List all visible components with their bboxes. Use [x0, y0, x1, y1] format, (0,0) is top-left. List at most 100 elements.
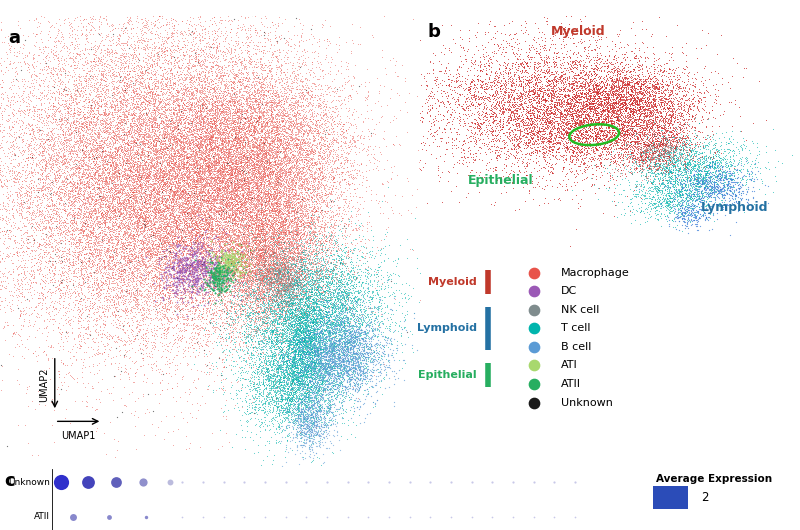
Point	[285, 283, 298, 292]
Point	[534, 73, 547, 81]
Point	[126, 289, 139, 297]
Point	[54, 139, 66, 147]
Point	[338, 364, 350, 372]
Point	[254, 207, 267, 216]
Point	[259, 213, 272, 222]
Point	[102, 253, 115, 261]
Point	[632, 156, 645, 165]
Point	[224, 233, 237, 241]
Point	[198, 154, 210, 163]
Point	[106, 70, 118, 79]
Point	[202, 185, 214, 193]
Point	[162, 293, 175, 301]
Point	[291, 102, 304, 110]
Point	[111, 210, 124, 219]
Point	[332, 131, 345, 140]
Point	[154, 98, 166, 107]
Point	[256, 151, 269, 159]
Point	[263, 202, 276, 211]
Point	[496, 121, 509, 129]
Point	[137, 140, 150, 148]
Point	[309, 239, 322, 248]
Point	[255, 294, 268, 303]
Point	[289, 3, 302, 12]
Point	[342, 341, 355, 349]
Point	[190, 227, 202, 235]
Point	[165, 152, 178, 160]
Point	[194, 109, 207, 117]
Point	[109, 108, 122, 117]
Point	[323, 234, 336, 243]
Point	[237, 126, 250, 134]
Point	[308, 392, 321, 401]
Point	[319, 352, 332, 361]
Point	[105, 161, 118, 169]
Point	[174, 305, 187, 314]
Point	[503, 96, 516, 105]
Point	[182, 191, 195, 199]
Point	[317, 181, 330, 189]
Point	[278, 413, 290, 422]
Point	[190, 208, 202, 217]
Point	[118, 149, 130, 157]
Point	[294, 305, 306, 314]
Point	[318, 295, 330, 303]
Point	[113, 175, 126, 184]
Point	[297, 326, 310, 335]
Point	[98, 120, 111, 128]
Point	[520, 162, 533, 171]
Point	[543, 71, 556, 80]
Point	[140, 219, 153, 228]
Point	[138, 104, 150, 113]
Point	[338, 295, 350, 304]
Point	[687, 195, 700, 203]
Point	[316, 437, 329, 446]
Point	[243, 121, 256, 129]
Point	[254, 118, 266, 126]
Point	[228, 99, 241, 108]
Point	[280, 190, 293, 198]
Point	[312, 294, 325, 302]
Point	[266, 129, 279, 137]
Point	[145, 165, 158, 173]
Point	[252, 100, 265, 109]
Point	[343, 343, 356, 352]
Point	[221, 148, 234, 156]
Point	[206, 208, 219, 217]
Point	[133, 308, 146, 316]
Point	[237, 191, 250, 200]
Point	[280, 195, 293, 203]
Point	[287, 287, 300, 296]
Point	[154, 210, 167, 219]
Point	[282, 276, 294, 285]
Point	[265, 200, 278, 209]
Point	[337, 280, 350, 288]
Point	[54, 117, 66, 126]
Point	[218, 223, 231, 232]
Point	[608, 81, 621, 90]
Point	[90, 117, 102, 125]
Point	[56, 247, 69, 255]
Point	[242, 310, 255, 318]
Point	[543, 112, 556, 121]
Point	[703, 226, 716, 234]
Point	[264, 107, 277, 115]
Point	[87, 322, 100, 331]
Point	[547, 81, 560, 89]
Point	[281, 359, 294, 368]
Point	[245, 303, 258, 312]
Point	[303, 230, 316, 239]
Point	[200, 241, 213, 250]
Point	[160, 73, 173, 81]
Point	[310, 138, 323, 147]
Point	[225, 332, 238, 341]
Point	[353, 288, 366, 297]
Point	[254, 199, 266, 207]
Point	[673, 198, 686, 207]
Point	[611, 106, 624, 114]
Point	[658, 181, 671, 189]
Point	[133, 90, 146, 98]
Point	[172, 105, 185, 114]
Point	[335, 85, 348, 94]
Point	[641, 123, 654, 131]
